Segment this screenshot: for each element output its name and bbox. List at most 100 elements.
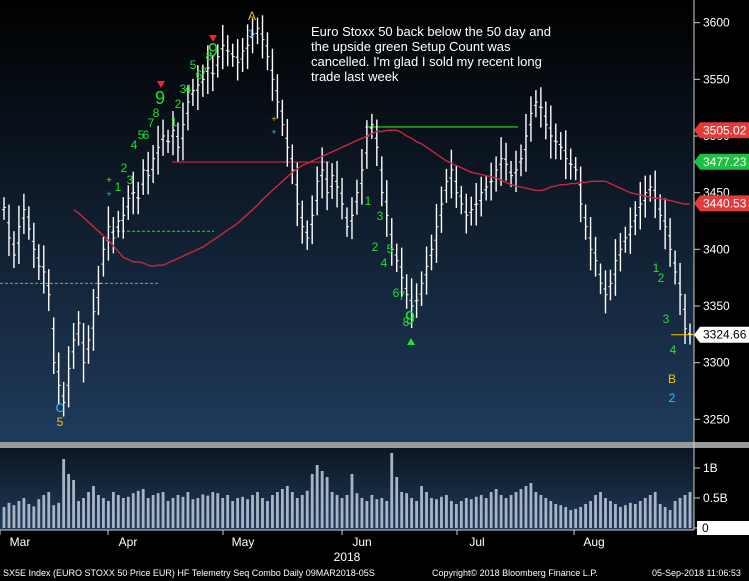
volume-bar — [539, 495, 543, 528]
setup-count-label: 5 — [57, 415, 64, 429]
volume-bar — [226, 495, 230, 528]
setup-count-label: C — [56, 401, 65, 415]
volume-bar — [280, 489, 284, 528]
volume-bar — [449, 501, 453, 528]
volume-bar — [47, 492, 51, 528]
volume-bar — [410, 498, 414, 528]
volume-bar — [2, 507, 6, 528]
volume-bar — [196, 498, 200, 528]
buy-arrow-icon — [407, 338, 415, 345]
volume-bar — [569, 510, 573, 528]
volume-bar — [559, 505, 563, 528]
volume-bar — [176, 495, 180, 528]
volume-bar — [271, 495, 274, 528]
y-tick-label: 3400 — [703, 242, 730, 256]
setup-count-label: 4 — [381, 256, 388, 270]
volume-bar — [474, 496, 478, 528]
volume-bar — [77, 501, 80, 528]
volume-bar — [484, 498, 488, 528]
volume-bar — [246, 499, 249, 528]
setup-count-label: 6 — [393, 286, 400, 300]
volume-bar — [489, 492, 493, 528]
volume-bar — [360, 498, 364, 528]
volume-bar — [22, 498, 26, 528]
volume-bar — [619, 507, 622, 528]
volume-bar — [584, 504, 588, 528]
volume-bar — [599, 492, 602, 528]
x-tick-label: Apr — [119, 535, 138, 549]
footer-title: SX5E Index (EURO STOXX 50 Price EUR) HF … — [3, 568, 375, 578]
volume-bar — [201, 494, 205, 528]
volume-bar — [320, 471, 324, 528]
x-tick-label: Jul — [469, 535, 484, 549]
x-tick-label: Jun — [352, 535, 371, 549]
setup-count-label: 4 — [131, 138, 138, 152]
footer-bar: SX5E Index (EURO STOXX 50 Price EUR) HF … — [0, 566, 749, 581]
setup-count-label: 8 — [153, 106, 160, 120]
volume-bar — [325, 477, 329, 528]
volume-last-tag — [697, 521, 749, 535]
price-tag-label: 3505.02 — [703, 123, 747, 137]
volume-bar — [295, 498, 299, 528]
setup-count-label: 7 — [201, 65, 208, 79]
setup-count-label: A — [248, 9, 256, 23]
volume-bar — [285, 486, 289, 528]
volume-bar — [688, 492, 692, 528]
volume-bar — [92, 486, 95, 528]
countdown-label: 2 — [669, 391, 676, 405]
volume-bar — [315, 465, 319, 528]
panel-divider — [0, 442, 749, 448]
volume-bar — [146, 498, 150, 528]
volume-bar — [509, 495, 513, 528]
volume-bar — [116, 495, 120, 528]
volume-bar — [305, 490, 309, 528]
y-tick-label: 3350 — [703, 299, 730, 313]
volume-bar — [72, 480, 75, 528]
volume-bar — [211, 492, 215, 528]
volume-bar — [494, 489, 498, 528]
volume-bar — [102, 498, 105, 528]
setup-count-label: 7 — [148, 116, 155, 130]
volume-bar — [499, 495, 503, 528]
footer-copyright: Copyright© 2018 Bloomberg Finance L.P. — [432, 568, 598, 578]
volume-bar — [82, 498, 85, 528]
volume-bar — [683, 495, 687, 528]
volume-bar — [594, 495, 597, 528]
volume-bar — [57, 502, 61, 528]
volume-bar — [678, 498, 682, 528]
volume-bar — [469, 499, 473, 528]
volume-bar — [370, 495, 374, 528]
volume-bar — [400, 492, 404, 528]
volume-bar — [121, 498, 125, 528]
risk-marker: + — [271, 127, 276, 137]
setup-count-label: 8 — [403, 315, 410, 329]
volume-bar — [330, 492, 334, 528]
setup-count-label: 9 — [208, 40, 218, 60]
setup-count-label: 3 — [663, 312, 670, 326]
volume-bar — [519, 489, 523, 528]
volume-bar — [67, 474, 71, 528]
volume-bar — [231, 501, 235, 528]
setup-count-label: 7 — [399, 289, 406, 303]
volume-bar — [62, 459, 66, 528]
volume-bar — [648, 495, 652, 528]
volume-bar — [350, 474, 354, 528]
volume-bar — [534, 492, 538, 528]
volume-bar — [435, 499, 438, 528]
volume-bar — [668, 510, 672, 528]
setup-count-label: 4 — [670, 343, 677, 357]
volume-bar — [310, 474, 314, 528]
volume-bar — [186, 492, 190, 528]
volume-bar — [355, 493, 359, 528]
volume-bar — [27, 504, 31, 528]
volume-bar — [261, 498, 264, 528]
volume-bar — [241, 496, 245, 528]
setup-count-label: 2 — [175, 97, 182, 111]
risk-marker: + — [271, 114, 276, 124]
volume-bar — [579, 507, 583, 528]
countdown-label: 1 — [248, 28, 254, 40]
volume-bar — [276, 492, 279, 528]
volume-bar — [524, 486, 528, 528]
footer-timestamp: 05-Sep-2018 11:06:53 — [652, 568, 741, 578]
volume-bar — [161, 492, 165, 528]
